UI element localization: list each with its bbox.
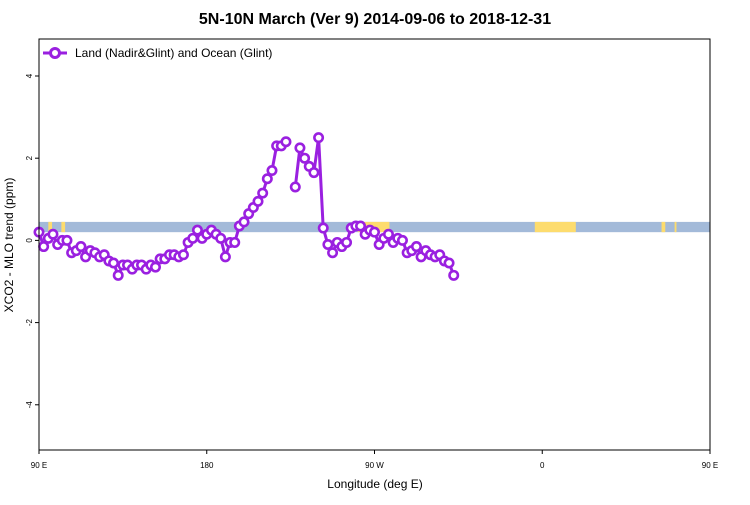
data-point: [308, 167, 320, 179]
data-point: [177, 249, 189, 261]
data-point: [294, 142, 306, 154]
data-point: [322, 239, 334, 251]
data-point: [257, 187, 269, 199]
data-point: [252, 195, 264, 207]
data-point: [368, 226, 380, 238]
data-point: [112, 269, 124, 281]
data-point: [238, 216, 250, 228]
data-point: [61, 234, 73, 246]
y-tick-label: 0: [25, 238, 34, 243]
x-tick-label: 90 E: [702, 461, 718, 470]
legend: Land (Nadir&Glint) and Ocean (Glint): [43, 46, 272, 60]
x-tick-label: 0: [540, 461, 545, 470]
legend-marker: [49, 47, 61, 59]
data-point: [289, 181, 301, 193]
data-point: [443, 257, 455, 269]
data-point: [75, 241, 87, 253]
y-tick-label: -2: [25, 318, 34, 326]
data-point: [261, 173, 273, 185]
land-band-segment: [48, 221, 53, 233]
chart-title: 5N-10N March (Ver 9) 2014-09-06 to 2018-…: [199, 11, 551, 28]
land-band-segment: [674, 221, 677, 233]
data-point: [38, 241, 50, 253]
data-point: [266, 165, 278, 177]
x-tick-label: 90 E: [31, 461, 47, 470]
x-axis: 90 E 180 90 W 0 90 E: [31, 450, 718, 470]
data-point: [219, 251, 231, 263]
series-layer: [33, 132, 460, 281]
x-tick-label: 180: [200, 461, 214, 470]
y-axis-title: XCO2 - MLO trend (ppm): [2, 178, 16, 313]
land-band-segment: [534, 221, 576, 233]
data-point: [317, 222, 329, 234]
y-tick-label: 4: [25, 73, 34, 78]
data-point: [108, 257, 120, 269]
data-point: [313, 132, 325, 144]
land-band-segment: [661, 221, 666, 233]
y-tick-label: 2: [25, 155, 34, 160]
y-axis: -4 -2 0 2 4: [25, 73, 39, 408]
data-point: [355, 220, 367, 232]
data-point: [448, 269, 460, 281]
data-point: [229, 236, 241, 248]
data-point: [341, 236, 353, 248]
data-point: [149, 261, 161, 273]
data-point: [299, 152, 311, 164]
data-point: [382, 228, 394, 240]
data-point: [187, 232, 199, 244]
legend-label: Land (Nadir&Glint) and Ocean (Glint): [75, 46, 272, 60]
data-point: [280, 136, 292, 148]
x-tick-label: 90 W: [365, 461, 384, 470]
data-point: [396, 234, 408, 246]
data-point: [327, 247, 339, 259]
land-band-segment: [61, 221, 66, 233]
x-axis-title: Longitude (deg E): [327, 477, 422, 491]
data-point: [47, 228, 59, 240]
data-point: [215, 232, 227, 244]
data-point: [410, 241, 422, 253]
y-tick-label: -4: [25, 401, 34, 409]
data-point: [191, 224, 203, 236]
